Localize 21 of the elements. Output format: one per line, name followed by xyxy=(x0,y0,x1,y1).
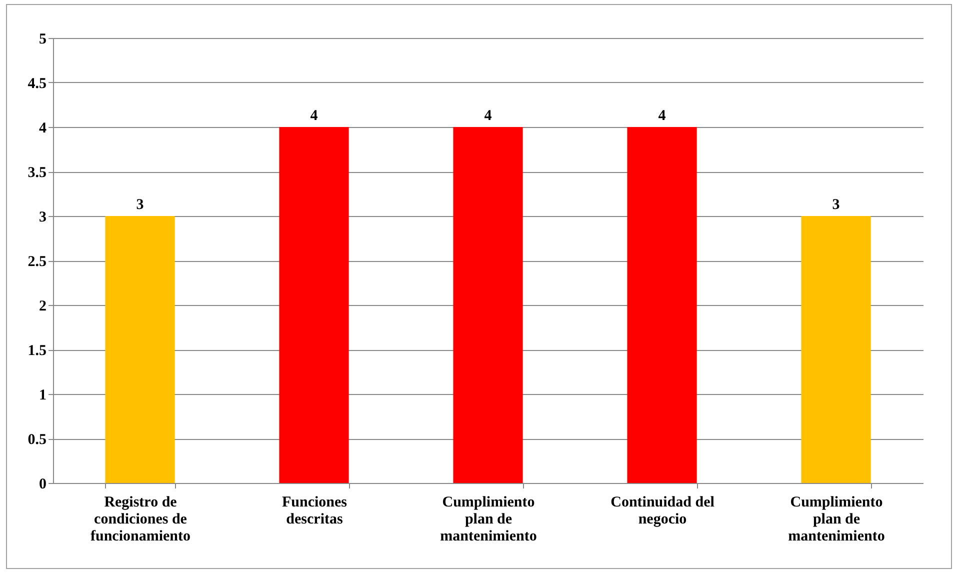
y-tick-label: 3.5 xyxy=(28,165,46,181)
data-label: 4 xyxy=(658,108,666,124)
data-label: 4 xyxy=(484,108,492,124)
x-tick-label: Cumplimiento plan de mantenimiento xyxy=(788,494,885,544)
y-tick-label: 1 xyxy=(39,388,46,404)
y-tick-label: 2.5 xyxy=(28,254,46,270)
y-tick-label: 4.5 xyxy=(28,76,46,92)
y-tick-label: 4 xyxy=(39,120,47,136)
data-label: 3 xyxy=(832,197,840,213)
x-tick-label: Continuidad del negocio xyxy=(610,494,714,528)
data-label: 3 xyxy=(136,197,144,213)
data-label: 4 xyxy=(310,108,318,124)
y-tick-label: 3 xyxy=(39,210,46,226)
y-tick-label: 2 xyxy=(39,298,46,314)
y-tick-label: 5 xyxy=(39,32,46,48)
y-tick-label: 0.5 xyxy=(28,432,46,448)
x-tick-label: Cumplimiento plan de mantenimiento xyxy=(440,494,537,544)
x-tick-label: Funciones descritas xyxy=(282,494,348,528)
x-tick-label: Registro de condiciones de funcionamiento xyxy=(90,494,191,544)
y-tick-label: 1.5 xyxy=(28,343,46,359)
y-tick-label: 0 xyxy=(39,476,46,492)
